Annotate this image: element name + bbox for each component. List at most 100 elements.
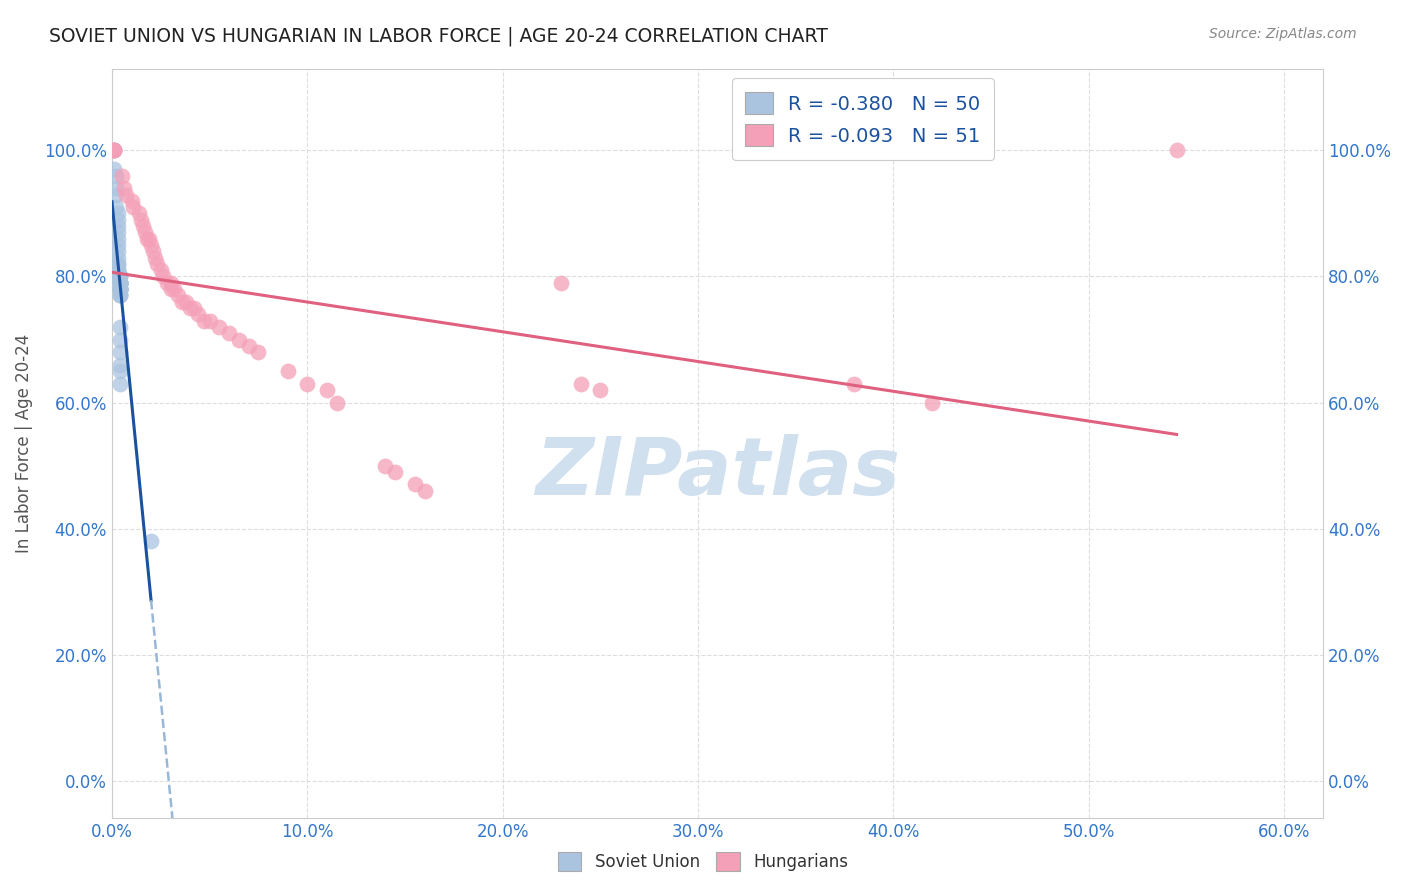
Point [108,269,131,284]
Point [103,144,125,158]
Point [107,257,129,271]
Text: SOVIET UNION VS HUNGARIAN IN LABOR FORCE | AGE 20-24 CORRELATION CHART: SOVIET UNION VS HUNGARIAN IN LABOR FORCE… [49,27,828,46]
Point [179,301,201,315]
Point [247,345,270,359]
Point [107,219,129,233]
Point [159,276,181,290]
Point [228,333,250,347]
Point [108,288,131,302]
Point [589,383,612,397]
Point [108,282,131,296]
Text: ZIPatlas: ZIPatlas [536,434,900,513]
Point [108,282,131,296]
Point [108,282,131,296]
Point [138,232,160,246]
Point [167,288,190,302]
Point [108,269,131,284]
Point [108,358,131,372]
Point [128,206,150,220]
Point [108,364,131,378]
Point [921,395,943,409]
Point [108,276,131,290]
Point [413,483,436,498]
Point [108,276,131,290]
Point [187,307,209,321]
Point [134,226,156,240]
Text: Source: ZipAtlas.com: Source: ZipAtlas.com [1209,27,1357,41]
Point [297,376,319,391]
Point [108,269,131,284]
Point [107,206,129,220]
Point [325,395,347,409]
Point [108,282,131,296]
Point [103,162,125,177]
Point [114,187,136,202]
Point [108,282,131,296]
Point [121,194,143,208]
Point [1166,144,1188,158]
Point [107,244,129,259]
Point [149,263,172,277]
Point [103,144,125,158]
Point [108,288,131,302]
Point [108,276,131,290]
Point [152,269,174,284]
Point [107,232,129,246]
Point [139,534,162,549]
Point [108,276,131,290]
Point [143,251,166,265]
Point [277,364,299,378]
Point [193,313,215,327]
Point [107,238,129,252]
Point [108,376,131,391]
Point [108,319,131,334]
Point [111,169,134,183]
Point [174,294,197,309]
Point [108,345,131,359]
Point [146,257,169,271]
Point [108,282,131,296]
Point [112,181,135,195]
Point [142,244,165,259]
Point [107,269,129,284]
Point [108,276,131,290]
Point [103,144,125,158]
Point [104,169,127,183]
Point [107,212,129,227]
Point [108,282,131,296]
Legend: Soviet Union, Hungarians: Soviet Union, Hungarians [550,843,856,880]
Point [108,276,131,290]
Legend: R = -0.380   N = 50, R = -0.093   N = 51: R = -0.380 N = 50, R = -0.093 N = 51 [731,78,994,160]
Point [569,376,592,391]
Point [108,282,131,296]
Point [156,276,179,290]
Point [104,181,127,195]
Point [159,282,181,296]
Point [108,276,131,290]
Point [108,282,131,296]
Point [107,226,129,240]
Point [844,376,866,391]
Point [172,294,194,309]
Point [108,276,131,290]
Point [404,477,426,491]
Point [136,232,159,246]
Point [132,219,155,233]
Point [163,282,186,296]
Point [198,313,221,327]
Y-axis label: In Labor Force | Age 20-24: In Labor Force | Age 20-24 [15,334,32,553]
Point [103,144,125,158]
Point [218,326,240,341]
Point [108,288,131,302]
Point [107,251,129,265]
Point [107,257,129,271]
Point [374,458,396,473]
Point [139,238,162,252]
Point [104,200,127,214]
Point [122,200,145,214]
Point [108,276,131,290]
Point [107,263,129,277]
Point [384,465,406,479]
Point [108,333,131,347]
Point [183,301,205,315]
